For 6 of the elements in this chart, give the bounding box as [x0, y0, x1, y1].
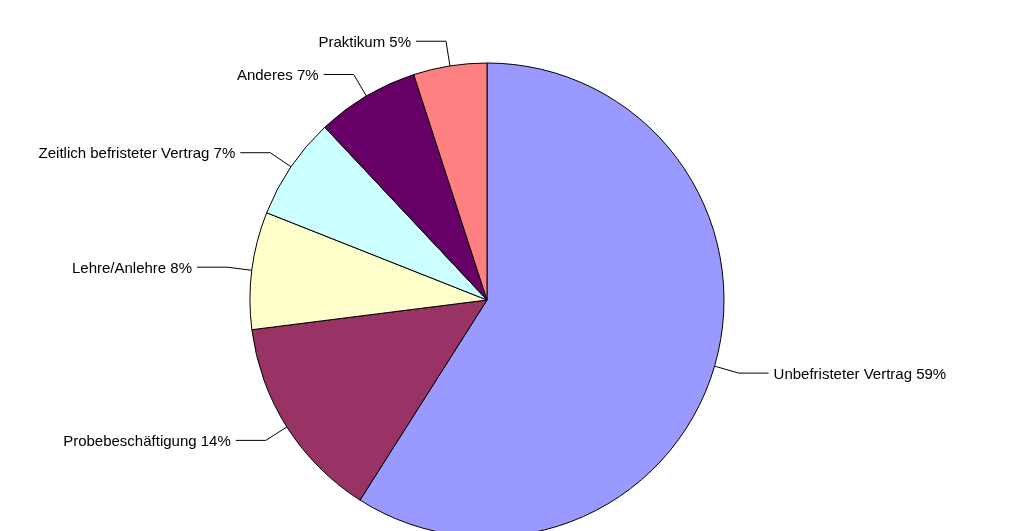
slice-label: Zeitlich befristeter Vertrag 7% [38, 144, 236, 162]
slice-label: Praktikum 5% [318, 32, 412, 50]
slice-label: Probebeschäftigung 14% [63, 431, 231, 449]
slice-label: Unbefristeter Vertrag 59% [773, 364, 947, 382]
slice-label: Lehre/Anlehre 8% [71, 258, 193, 276]
slice-label: Anderes 7% [236, 65, 319, 83]
